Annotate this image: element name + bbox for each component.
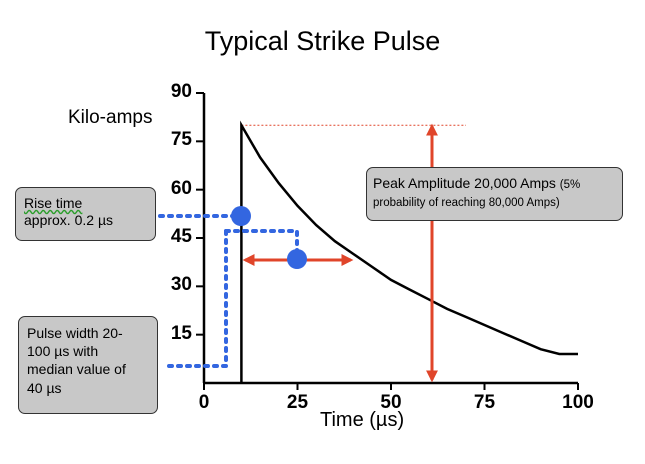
pulse-curve bbox=[240, 120, 578, 383]
pulse-width-callout: Pulse width 20- 100 µs with median value… bbox=[18, 316, 158, 414]
pulse-width-guide-left bbox=[161, 229, 228, 368]
rise-time-marker bbox=[231, 206, 251, 226]
pulse-width-line-2: 100 µs with bbox=[27, 343, 99, 360]
y-tick-label: 30 bbox=[170, 274, 192, 296]
pulse-width-line-4: 40 µs bbox=[27, 379, 62, 396]
rise-time-title: Rise time bbox=[24, 195, 83, 211]
peak-probability-text: (5% probability of reaching 80,000 Amps) bbox=[373, 179, 581, 209]
annotation-overlays bbox=[158, 123, 438, 383]
x-tick-label: 75 bbox=[473, 392, 496, 413]
x-tick-label: 50 bbox=[380, 392, 402, 413]
y-tick-label: 60 bbox=[170, 177, 192, 199]
x-tick-label: 25 bbox=[286, 392, 309, 413]
y-tick-label: 15 bbox=[170, 322, 192, 344]
peak-amplitude-text: Peak Amplitude 20,000 Amps bbox=[373, 175, 556, 191]
y-tick-label: 45 bbox=[170, 226, 192, 247]
y-tick-label: 90 bbox=[170, 81, 192, 102]
x-axis-label: Time (µs) bbox=[320, 409, 405, 431]
x-tick-label: 100 bbox=[562, 392, 594, 413]
rise-time-callout: Rise time approx. 0.2 µs bbox=[15, 187, 156, 241]
pulse-width-line-1: Pulse width 20- bbox=[27, 325, 123, 341]
pulse-width-guide-top bbox=[224, 229, 299, 261]
chart-title: Typical Strike Pulse bbox=[204, 26, 441, 56]
peak-amplitude-callout: Peak Amplitude 20,000 Amps (5% probabili… bbox=[366, 167, 623, 221]
rise-time-value: approx. 0.2 µs bbox=[24, 211, 114, 228]
pulse-width-marker bbox=[287, 249, 307, 269]
y-tick-label: 75 bbox=[170, 129, 192, 151]
axis-ticks bbox=[196, 92, 579, 390]
pulse-width-line-3: median value of bbox=[27, 361, 126, 378]
x-tick-label: 0 bbox=[198, 392, 210, 413]
y-axis-label: Kilo-amps bbox=[68, 107, 153, 128]
